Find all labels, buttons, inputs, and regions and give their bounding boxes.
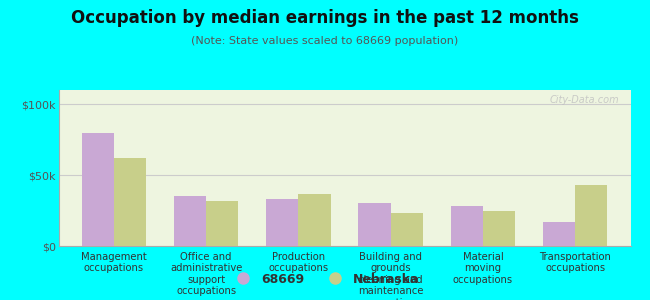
Bar [114, 158, 146, 246]
Bar [298, 194, 331, 246]
Legend: 68669, Nebraska: 68669, Nebraska [226, 268, 424, 291]
Bar [450, 206, 483, 246]
Text: City-Data.com: City-Data.com [549, 95, 619, 105]
Text: (Note: State values scaled to 68669 population): (Note: State values scaled to 68669 popu… [191, 36, 459, 46]
Bar [206, 201, 239, 246]
Bar [575, 185, 608, 246]
Bar [266, 199, 298, 246]
Text: Occupation by median earnings in the past 12 months: Occupation by median earnings in the pas… [71, 9, 579, 27]
Bar [543, 222, 575, 246]
Bar [483, 211, 515, 246]
Bar [391, 213, 423, 246]
Bar [358, 203, 391, 246]
Bar [81, 133, 114, 246]
Bar [174, 196, 206, 246]
